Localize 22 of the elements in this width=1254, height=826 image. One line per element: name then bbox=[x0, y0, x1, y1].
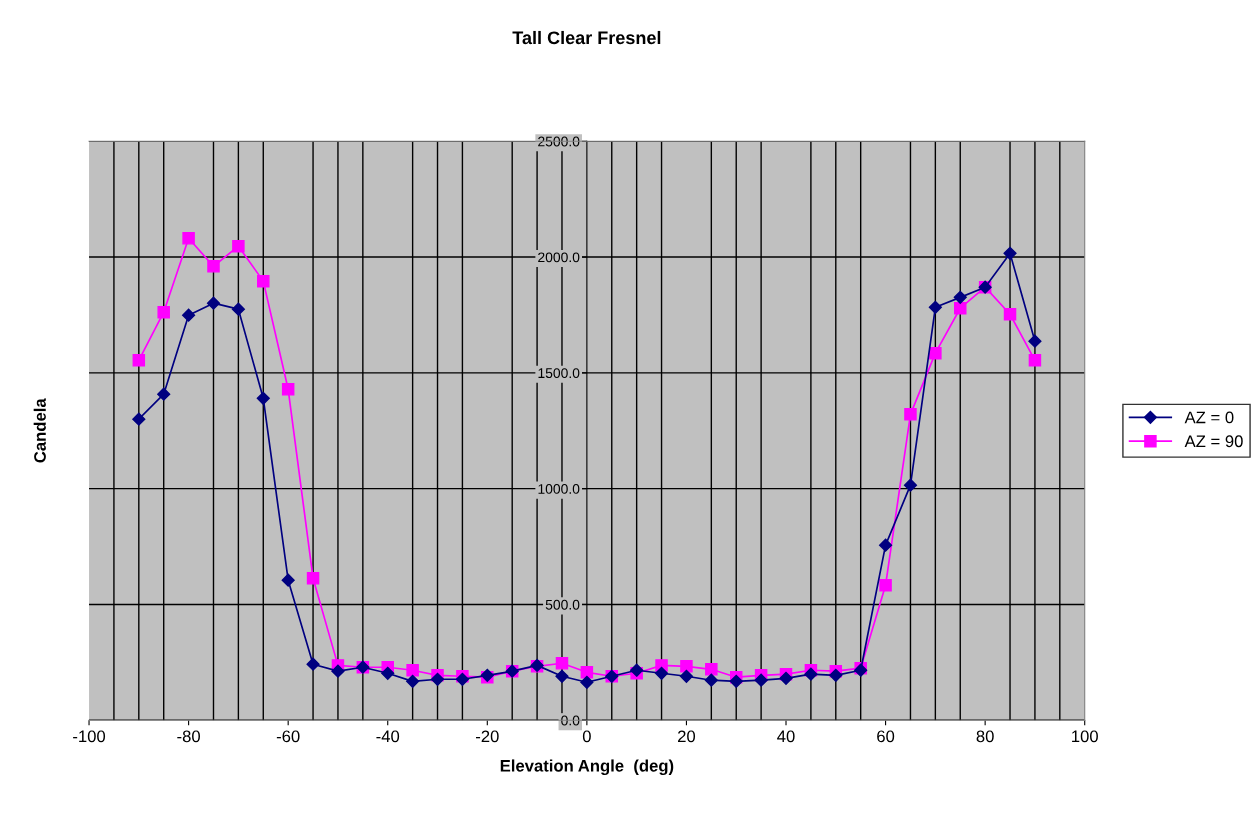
y-tick-label: 2500.0 bbox=[538, 136, 580, 147]
x-tick-label: 60 bbox=[877, 730, 895, 743]
legend-label: AZ = 0 bbox=[1184, 411, 1234, 424]
y-tick-label: 500.0 bbox=[545, 599, 580, 610]
x-tick-label: 80 bbox=[976, 730, 994, 743]
x-axis-title: Elevation Angle (deg) bbox=[500, 759, 674, 776]
x-tick-label: -100 bbox=[73, 730, 106, 743]
y-tick-label: 1000.0 bbox=[538, 484, 580, 494]
x-tick-label: 40 bbox=[777, 730, 795, 743]
y-tick-label: 0.0 bbox=[561, 715, 580, 726]
x-tick-label: 100 bbox=[1072, 730, 1098, 743]
y-tick-label: 1500.0 bbox=[538, 368, 580, 379]
y-axis-title: Candela bbox=[33, 398, 46, 463]
x-tick-label: -60 bbox=[276, 730, 300, 743]
x-tick-label: 20 bbox=[678, 730, 696, 743]
y-tick-label: 2000.0 bbox=[538, 252, 580, 263]
x-tick-label: -40 bbox=[376, 730, 400, 743]
legend-label: AZ = 90 bbox=[1184, 435, 1243, 448]
x-tick-label: -20 bbox=[476, 730, 499, 743]
chart-title: Tall Clear Fresnel bbox=[512, 30, 661, 45]
x-tick-label: -80 bbox=[177, 730, 200, 743]
x-tick-label: 0 bbox=[582, 730, 591, 743]
